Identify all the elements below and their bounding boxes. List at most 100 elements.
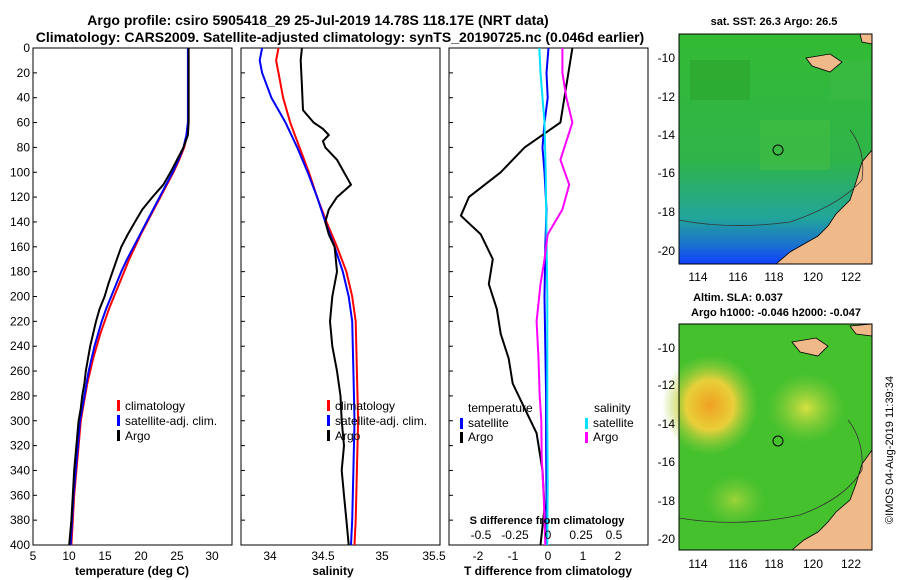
legend-label-satellite: satellite-adj. clim. — [125, 414, 217, 428]
sst-lat-tick: -12 — [658, 90, 676, 104]
depth-tick-label: 220 — [10, 314, 30, 328]
sla-map-frame — [678, 323, 873, 551]
sla-map-bathymetry — [678, 419, 863, 523]
legend-label-argo: Argo — [125, 429, 151, 443]
depth-tick-label: 20 — [17, 66, 31, 80]
temperature-panel-climatology-line — [70, 48, 190, 546]
imos-watermark: ©IMOS 04-Aug-2019 11:39:34 — [884, 376, 896, 524]
sdiff-tick-0: 0 — [545, 528, 552, 542]
sal-tick-34.5: 34.5 — [311, 549, 335, 563]
sdiff-xlabel: S difference from climatology — [470, 515, 626, 527]
depth-tick-label: 400 — [10, 538, 30, 552]
depth-tick-label: 300 — [10, 414, 30, 428]
sst-lat-tick: -20 — [658, 244, 676, 258]
depth-axis: 0 20 40 60 80 100 120 140 160 180 200 220 240 260 280 3… — [10, 41, 30, 552]
legend-title-temperature: temperature — [468, 401, 533, 415]
sdiff-tick-m0.25: -0.25 — [501, 528, 529, 542]
sla-lat-tick: -12 — [658, 378, 676, 392]
temperature-panel-satellite-adj-clim-line — [69, 48, 189, 546]
sal-tick-34: 34 — [263, 549, 277, 563]
depth-tick-label: 380 — [10, 513, 30, 527]
sst-lon-tick: 122 — [841, 270, 861, 284]
depth-tick-label: 140 — [10, 215, 30, 229]
sst-lon-tick: 118 — [764, 270, 783, 284]
depth-tick-label: 100 — [10, 165, 30, 179]
legend-swatch-argo — [117, 430, 120, 441]
temp-tick-5: 5 — [30, 549, 37, 563]
sla-lon-tick: 118 — [764, 557, 783, 571]
depth-tick-label: 320 — [10, 439, 30, 453]
legend-label-s-argo: Argo — [593, 430, 619, 444]
sla-lat-tick: -14 — [658, 417, 676, 431]
tdiff-tick-m1: -1 — [508, 549, 519, 563]
sdiff-tick-0.25: 0.25 — [569, 528, 593, 542]
depth-tick-label: 260 — [10, 364, 30, 378]
difference-panel-s-argo-line — [535, 48, 574, 546]
legend-label-t-argo: Argo — [468, 430, 494, 444]
salinity-panel-climatology-line — [275, 47, 360, 546]
legend-title-salinity: salinity — [594, 401, 631, 415]
sst-lon-tick: 116 — [728, 270, 747, 284]
legend-swatch-climatology — [117, 400, 120, 411]
legend-label-t-satellite: satellite — [468, 416, 509, 430]
depth-tick-label: 160 — [10, 240, 30, 254]
sst-map-patch — [760, 120, 830, 170]
sdiff-tick-m0.5: -0.5 — [471, 528, 492, 542]
depth-tick-label: 60 — [17, 116, 31, 130]
legend-label-climatology: climatology — [125, 399, 185, 413]
sla-map — [662, 323, 873, 551]
plot-layer — [33, 47, 574, 546]
depth-tick-label: 120 — [10, 190, 30, 204]
legend-swatch-s-satellite — [585, 418, 588, 429]
sst-map-patch — [690, 60, 750, 100]
depth-tick-label: 180 — [10, 265, 30, 279]
sst-map-title: sat. SST: 26.3 Argo: 26.5 — [711, 16, 838, 28]
sal-tick-35: 35 — [375, 549, 389, 563]
sst-lat-tick: -14 — [658, 128, 676, 142]
depth-tick-label: 340 — [10, 463, 30, 477]
salinity-legend: climatology satellite-adj. clim. Argo — [327, 399, 427, 443]
legend-label-satellite: satellite-adj. clim. — [335, 414, 427, 428]
title-line-1: Argo profile: csiro 5905418_29 25-Jul-20… — [87, 12, 548, 28]
depth-tick-label: 240 — [10, 339, 30, 353]
difference-panel-s-satellite-line — [538, 47, 549, 546]
sla-map-title-1: Altim. SLA: 0.037 — [693, 292, 783, 304]
sst-map-bathymetry — [678, 129, 864, 226]
temperature-panel-frame — [32, 47, 233, 546]
temperature-panel-argo-line — [68, 48, 190, 546]
sla-lon-tick: 120 — [803, 557, 823, 571]
sla-float-marker — [772, 435, 784, 447]
sst-lat-tick: -10 — [658, 51, 676, 65]
legend-swatch-argo — [327, 430, 330, 441]
depth-tick-label: 0 — [23, 41, 30, 55]
temp-tick-15: 15 — [98, 549, 112, 563]
legend-swatch-climatology — [327, 400, 330, 411]
temp-tick-20: 20 — [134, 549, 148, 563]
sst-lat-tick: -18 — [658, 205, 676, 219]
sst-lon-tick: 114 — [688, 270, 707, 284]
temp-tick-30: 30 — [205, 549, 219, 563]
sst-map-frame — [678, 33, 873, 265]
title-line-2: Climatology: CARS2009. Satellite-adjuste… — [36, 29, 644, 45]
tdiff-tick-0: 0 — [545, 549, 552, 563]
salinity-panel-argo-line — [299, 47, 352, 546]
legend-swatch-t-satellite — [460, 418, 463, 429]
tdiff-tick-1: 1 — [580, 549, 587, 563]
difference-legend: temperature satellite Argo salinity sate… — [460, 401, 634, 444]
tdiff-tick-2: 2 — [615, 549, 622, 563]
salinity-xlabel: salinity — [312, 564, 354, 578]
legend-swatch-satellite — [117, 415, 120, 426]
depth-tick-label: 280 — [10, 389, 30, 403]
depth-tick-label: 80 — [17, 140, 31, 154]
salinity-panel-frame — [240, 47, 441, 546]
salinity-panel-satellite-adj-clim-line — [258, 47, 356, 546]
sla-lat-tick: -20 — [658, 532, 676, 546]
sla-hot-spot — [705, 475, 765, 525]
legend-swatch-s-argo — [585, 432, 588, 443]
tdiff-tick-m2: -2 — [473, 549, 484, 563]
sla-lat-tick: -18 — [658, 494, 676, 508]
depth-tick-label: 200 — [10, 290, 30, 304]
tdiff-xlabel: T difference from climatology — [464, 564, 632, 578]
legend-label-climatology: climatology — [335, 399, 395, 413]
